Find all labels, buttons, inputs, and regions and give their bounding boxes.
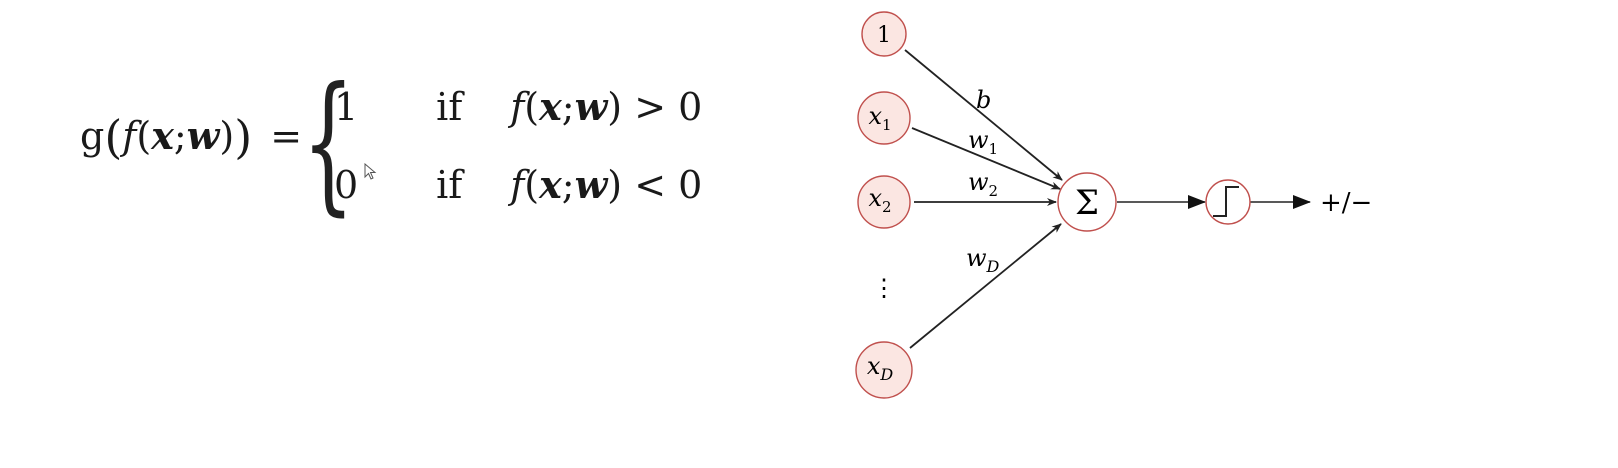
cond-sep: ; — [561, 85, 575, 129]
cond-w: w — [574, 84, 608, 129]
case-if: if — [436, 85, 463, 129]
input-node-x1-label: x1 — [868, 102, 891, 134]
cond-relation: > 0 — [634, 85, 703, 129]
lhs-args-close: ) — [219, 114, 235, 158]
case-row-negative: 0 if f(x;w) < 0 — [334, 162, 702, 207]
cases-brace: { — [302, 56, 355, 230]
perceptron-diagram: 1 x1 x2 ⋮ xD b w1 w2 wD Σ +/− — [855, 11, 1372, 399]
cond-w: w — [574, 162, 608, 207]
output-label: +/− — [1320, 188, 1372, 218]
input-node-bias-label: 1 — [877, 23, 891, 48]
input-node-bias — [861, 11, 907, 57]
w1-sub: 1 — [989, 140, 999, 158]
cond-relation: < 0 — [634, 163, 703, 207]
x2-sub: 2 — [882, 198, 892, 216]
cond-x: x — [539, 162, 562, 207]
cond-close: ) — [607, 163, 623, 207]
case-value: 0 — [334, 163, 359, 207]
edge-x1 — [911, 127, 1061, 190]
w1-base: w — [968, 126, 989, 154]
wD-base: w — [966, 244, 987, 272]
input-node-x2-label: x2 — [868, 184, 891, 216]
sum-symbol: Σ — [1075, 183, 1099, 223]
sum-node — [1057, 172, 1117, 232]
lhs-close-paren: ) — [234, 110, 253, 164]
step-activation-node — [1205, 179, 1251, 225]
lhs-w: w — [186, 113, 220, 158]
edge-bias — [904, 49, 1063, 181]
cond-open: ( — [524, 163, 540, 207]
x2-base: x — [868, 184, 882, 212]
lhs-args-open: ( — [136, 114, 152, 158]
weight-label-b: b — [976, 86, 991, 114]
input-node-x1 — [857, 91, 911, 145]
lhs-f: f — [122, 114, 137, 158]
xD-sub: D — [879, 365, 893, 384]
input-ellipsis: ⋮ — [872, 274, 896, 302]
xD-base: x — [867, 352, 881, 380]
input-node-x2 — [857, 175, 911, 229]
weight-label-w2: w2 — [968, 168, 998, 200]
mouse-cursor-icon — [364, 163, 377, 180]
cond-f: f — [510, 163, 525, 207]
equals-sign: = — [270, 114, 303, 158]
input-node-xD — [855, 341, 913, 399]
weight-label-w1: w1 — [968, 126, 998, 158]
cond-sep: ; — [561, 163, 575, 207]
cond-f: f — [510, 85, 525, 129]
cond-open: ( — [524, 85, 540, 129]
perceptron-equation: g(f(x;w)) = { 1 if f(x;w) > 0 0 if f(x;w… — [80, 56, 720, 230]
w2-base: w — [968, 168, 989, 196]
step-function-icon — [1213, 186, 1239, 217]
input-node-xD-label: xD — [867, 352, 894, 384]
edge-xD — [909, 223, 1062, 349]
wD-sub: D — [986, 257, 1000, 276]
lhs-sep: ; — [173, 114, 187, 158]
weight-label-wD: wD — [966, 244, 1000, 276]
case-condition: f(x;w) < 0 — [510, 162, 703, 207]
case-row-positive: 1 if f(x;w) > 0 — [334, 84, 702, 129]
w2-sub: 2 — [989, 182, 999, 200]
case-value: 1 — [334, 85, 359, 129]
x1-sub: 1 — [882, 116, 892, 134]
case-if: if — [436, 163, 463, 207]
lhs-x: x — [151, 113, 174, 158]
lhs-g: g — [80, 114, 105, 158]
cond-x: x — [539, 84, 562, 129]
x1-base: x — [868, 102, 882, 130]
equation-lhs: g(f(x;w)) = — [80, 110, 302, 164]
lhs-open-paren: ( — [104, 110, 123, 164]
case-condition: f(x;w) > 0 — [510, 84, 703, 129]
cond-close: ) — [607, 85, 623, 129]
